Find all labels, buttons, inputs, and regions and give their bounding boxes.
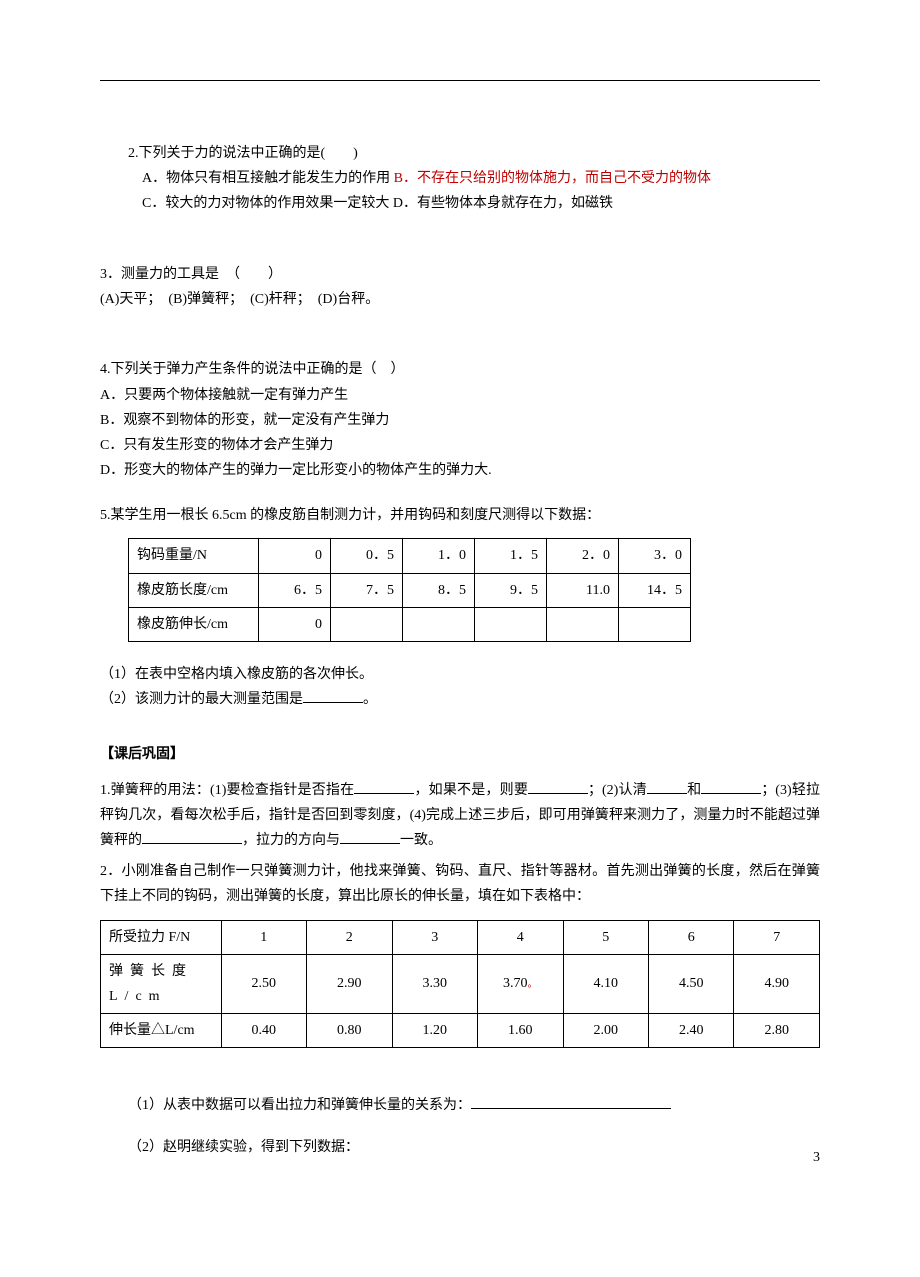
practice-2: 2．小刚准备自己制作一只弹簧测力计，他找来弹簧、钩码、直尺、指针等器材。首先测出…: [100, 859, 820, 909]
t1-cell: [403, 607, 475, 641]
t2-cell: 3.70。: [478, 954, 563, 1013]
q5-sub1: （1）在表中空格内填入橡皮筋的各次伸长。: [100, 662, 820, 687]
t2-cell: 1: [221, 920, 306, 954]
t2-cell: 2.90: [307, 954, 392, 1013]
t1-cell: [331, 607, 403, 641]
table-row: 弹簧长度L/cm 2.50 2.90 3.30 3.70。 4.10 4.50 …: [101, 954, 820, 1013]
t1-cell: 8．5: [403, 573, 475, 607]
t2-cell: 4: [478, 920, 563, 954]
p2-sub1a: （1）从表中数据可以看出拉力和弹簧伸长量的关系为：: [128, 1098, 471, 1113]
q2-options-line1: A．物体只有相互接触才能发生力的作用 B．不存在只给别的物体施力，而自己不受力的…: [100, 166, 820, 191]
q4-prompt: 4.下列关于弹力产生条件的说法中正确的是（ ）: [100, 357, 820, 382]
t1-cell: 11.0: [547, 573, 619, 607]
top-rule: [100, 80, 820, 81]
t1-cell: 0: [259, 539, 331, 573]
q5-sub2: （2）该测力计的最大测量范围是 。: [100, 687, 820, 712]
t1-r3-label: 橡皮筋伸长/cm: [129, 607, 259, 641]
table-row: 橡皮筋长度/cm 6．5 7．5 8．5 9．5 11.0 14．5: [129, 573, 691, 607]
q4-optA: A．只要两个物体接触就一定有弹力产生: [100, 383, 820, 408]
t1-cell: 1．5: [475, 539, 547, 573]
table-row: 所受拉力 F/N 1 2 3 4 5 6 7: [101, 920, 820, 954]
table-row: 伸长量△L/cm 0.40 0.80 1.20 1.60 2.00 2.40 2…: [101, 1014, 820, 1048]
q2-optD: D．有些物体本身就存在力，如磁铁: [393, 196, 613, 211]
table-row: 橡皮筋伸长/cm 0: [129, 607, 691, 641]
t1-cell: 3．0: [619, 539, 691, 573]
t2-r3-label: 伸长量△L/cm: [101, 1014, 222, 1048]
q3-prompt: 3．测量力的工具是 （ ）: [100, 262, 820, 287]
t2-cell: 4.90: [734, 954, 820, 1013]
table-2: 所受拉力 F/N 1 2 3 4 5 6 7 弹簧长度L/cm 2.50 2.9…: [100, 920, 820, 1049]
t1-cell: [619, 607, 691, 641]
table-row: 钩码重量/N 0 0．5 1．0 1．5 2．0 3．0: [129, 539, 691, 573]
q2-prompt: 2.下列关于力的说法中正确的是( ): [100, 141, 820, 166]
blank: [340, 830, 400, 844]
blank: [647, 780, 687, 794]
t2-cell: 2.80: [734, 1014, 820, 1048]
t1-r1-label: 钩码重量/N: [129, 539, 259, 573]
t2-cell: 7: [734, 920, 820, 954]
t2-cell: 6: [648, 920, 733, 954]
t2-r2-label: 弹簧长度L/cm: [101, 954, 222, 1013]
t2-cell: 4.50: [648, 954, 733, 1013]
t2-cell: 2.00: [563, 1014, 648, 1048]
t2-cell: 4.10: [563, 954, 648, 1013]
t2-cell: 1.60: [478, 1014, 563, 1048]
t2-val: 3.70: [503, 976, 528, 991]
blank: [701, 780, 761, 794]
blank: [528, 780, 588, 794]
t2-cell: 1.20: [392, 1014, 477, 1048]
p2-sub1: （1）从表中数据可以看出拉力和弹簧伸长量的关系为：: [100, 1093, 820, 1118]
t1-cell: 1．0: [403, 539, 475, 573]
section-head: 【课后巩固】: [100, 742, 820, 767]
t2-cell: 2.40: [648, 1014, 733, 1048]
t1-r2-label: 橡皮筋长度/cm: [129, 573, 259, 607]
t1-cell: 0．5: [331, 539, 403, 573]
question-3: 3．测量力的工具是 （ ） (A)天平； (B)弹簧秤； (C)杆秤； (D)台…: [100, 262, 820, 312]
q2-options-line2: C．较大的力对物体的作用效果一定较大 D．有些物体本身就存在力，如磁铁: [100, 191, 820, 216]
t2-cell: 3.30: [392, 954, 477, 1013]
t1-cell: [475, 607, 547, 641]
table-1: 钩码重量/N 0 0．5 1．0 1．5 2．0 3．0 橡皮筋长度/cm 6．…: [128, 538, 691, 642]
p1-d: 和: [687, 783, 701, 798]
t1-cell: 0: [259, 607, 331, 641]
q5-intro: 5.某学生用一根长 6.5cm 的橡皮筋自制测力计，并用钩码和刻度尺测得以下数据…: [100, 503, 820, 528]
blank: [354, 780, 414, 794]
t2-cell: 5: [563, 920, 648, 954]
t2-cell: 2.50: [221, 954, 306, 1013]
t1-cell: 7．5: [331, 573, 403, 607]
q3-options: (A)天平； (B)弹簧秤； (C)杆秤； (D)台秤。: [100, 287, 820, 312]
t2-r1-label: 所受拉力 F/N: [101, 920, 222, 954]
blank: [303, 689, 363, 703]
t1-cell: [547, 607, 619, 641]
red-dot: 。: [528, 979, 538, 990]
t1-cell: 14．5: [619, 573, 691, 607]
p1-b: ，如果不是，则要: [414, 783, 528, 798]
question-4: 4.下列关于弹力产生条件的说法中正确的是（ ） A．只要两个物体接触就一定有弹力…: [100, 357, 820, 483]
p1-a: 1.弹簧秤的用法：(1)要检查指针是否指在: [100, 783, 354, 798]
q4-optC: C．只有发生形变的物体才会产生弹力: [100, 433, 820, 458]
t2-cell: 0.40: [221, 1014, 306, 1048]
t1-cell: 9．5: [475, 573, 547, 607]
t2-cell: 2: [307, 920, 392, 954]
q2-optC: C．较大的力对物体的作用效果一定较大: [142, 196, 389, 211]
blank: [471, 1095, 671, 1109]
p1-c: ；(2)认清: [588, 783, 647, 798]
q4-optD: D．形变大的物体产生的弹力一定比形变小的物体产生的弹力大.: [100, 458, 820, 483]
page-number: 3: [813, 1145, 820, 1170]
practice-1: 1.弹簧秤的用法：(1)要检查指针是否指在，如果不是，则要；(2)认清和；(3)…: [100, 778, 820, 854]
q5-sub2a: （2）该测力计的最大测量范围是: [100, 692, 303, 707]
t1-cell: 6．5: [259, 573, 331, 607]
blank: [142, 830, 242, 844]
p2-sub2: （2）赵明继续实验，得到下列数据：: [100, 1135, 820, 1160]
t1-cell: 2．0: [547, 539, 619, 573]
question-2: 2.下列关于力的说法中正确的是( ) A．物体只有相互接触才能发生力的作用 B．…: [100, 141, 820, 217]
q2-optB: B．不存在只给别的物体施力，而自己不受力的物体: [394, 171, 711, 186]
q2-optA: A．物体只有相互接触才能发生力的作用: [142, 171, 390, 186]
q4-optB: B．观察不到物体的形变，就一定没有产生弹力: [100, 408, 820, 433]
q5-sub2b: 。: [363, 692, 377, 707]
p1-g: 一致。: [400, 833, 442, 848]
t2-cell: 3: [392, 920, 477, 954]
t2-cell: 0.80: [307, 1014, 392, 1048]
p1-f: ，拉力的方向与: [242, 833, 340, 848]
